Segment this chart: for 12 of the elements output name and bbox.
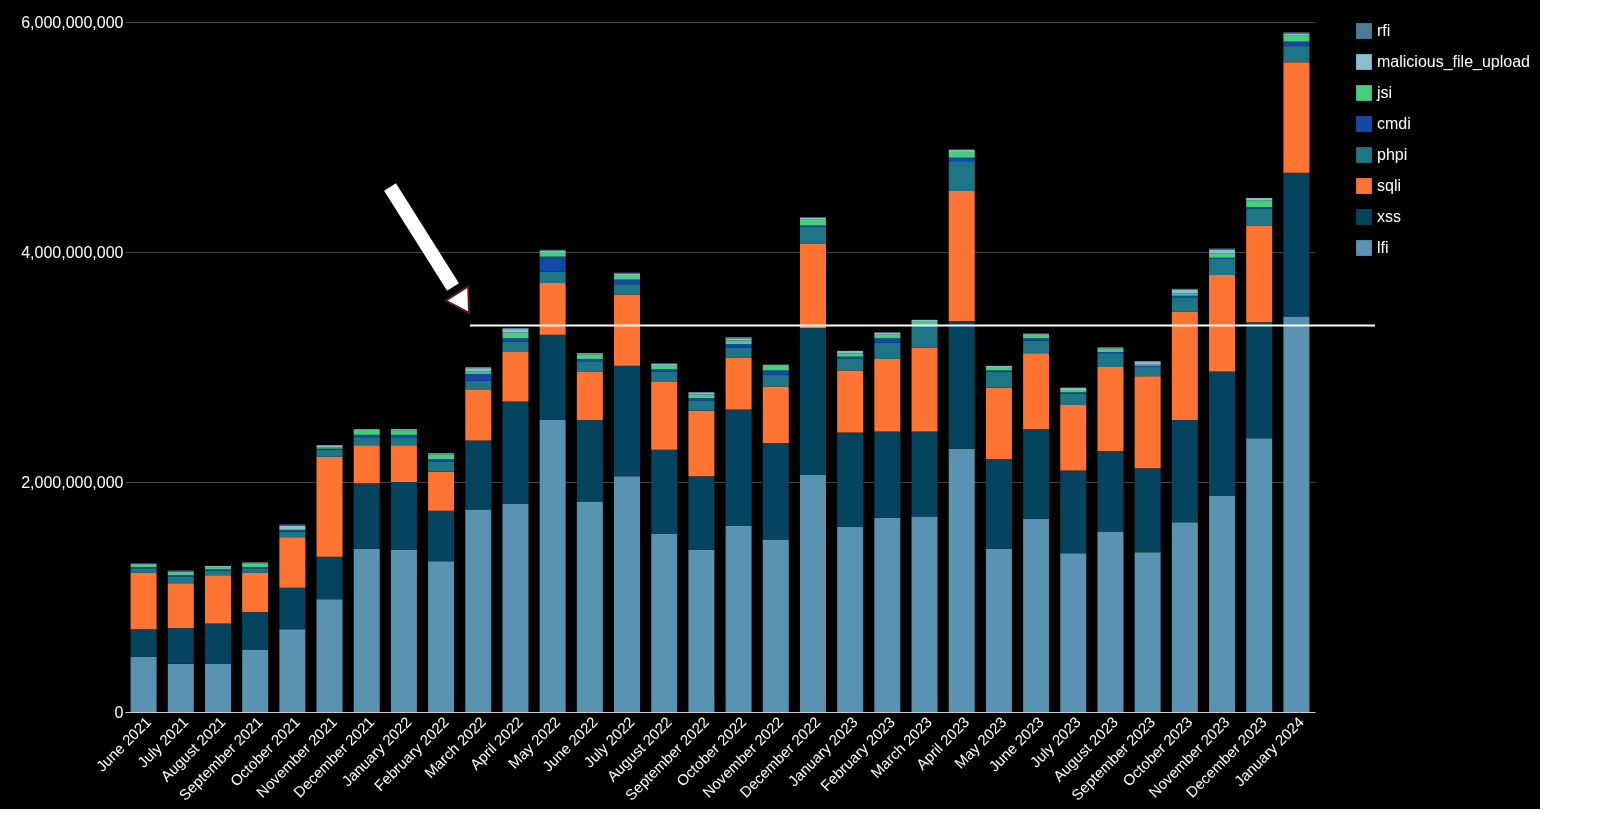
legend-label: sqli [1377,177,1402,194]
y-tick-label: 4,000,000,000 [21,243,124,261]
y-tick-label: 0 [114,703,124,721]
legend-label: malicious_file_upload [1377,53,1530,71]
legend-label: phpi [1377,146,1408,163]
legend-label: jsi [1376,84,1393,101]
legend-label: xss [1377,208,1401,225]
legend-label: rfi [1377,22,1391,39]
legend-label: lfi [1377,239,1389,256]
legend-label: cmdi [1377,115,1411,132]
y-tick-label: 2,000,000,000 [21,473,124,491]
y-tick-label: 6,000,000,000 [21,13,124,31]
